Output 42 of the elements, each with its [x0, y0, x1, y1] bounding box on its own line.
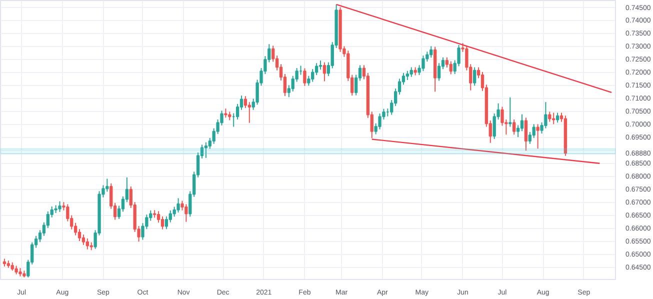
- candlestick: [520, 114, 524, 132]
- candlestick: [516, 124, 520, 138]
- candlestick: [473, 66, 476, 86]
- candlestick: [508, 96, 512, 128]
- candlestick: [224, 108, 228, 118]
- candlestick: [449, 60, 452, 75]
- candlestick: [445, 56, 449, 68]
- candlestick: [58, 200, 62, 212]
- candlestick: [528, 131, 532, 144]
- candlestick: [437, 62, 441, 82]
- candlestick: [556, 112, 560, 124]
- candlestick: [184, 204, 188, 222]
- candlestick: [86, 238, 90, 250]
- candlestick: [311, 68, 314, 82]
- candlestick: [168, 210, 172, 223]
- candlestick: [204, 142, 208, 158]
- candlestick: [160, 216, 164, 230]
- candlestick: [314, 62, 318, 76]
- candlestick: [244, 96, 248, 109]
- candlestick: [410, 66, 413, 78]
- candlestick: [176, 198, 180, 213]
- candlestick: [156, 210, 160, 224]
- candlestick: [303, 68, 306, 86]
- candlestick: [82, 234, 86, 246]
- candlestick: [78, 228, 82, 242]
- candlestick: [548, 111, 552, 122]
- candlestick: [512, 118, 516, 136]
- candlestick: [422, 55, 425, 72]
- candlestick: [430, 46, 433, 58]
- candlestick: [552, 112, 556, 125]
- candlestick: [164, 216, 168, 230]
- candlestick: [318, 60, 322, 70]
- candlestick: [406, 70, 410, 80]
- candlestick: [536, 124, 540, 150]
- candlestick: [492, 113, 496, 140]
- candlestick: [248, 102, 251, 124]
- candlestick: [106, 178, 109, 192]
- candlestick: [307, 75, 310, 86]
- candlestick: [74, 222, 78, 236]
- candlestick: [532, 124, 536, 138]
- candlestick: [524, 117, 528, 152]
- candlestick: [322, 62, 326, 82]
